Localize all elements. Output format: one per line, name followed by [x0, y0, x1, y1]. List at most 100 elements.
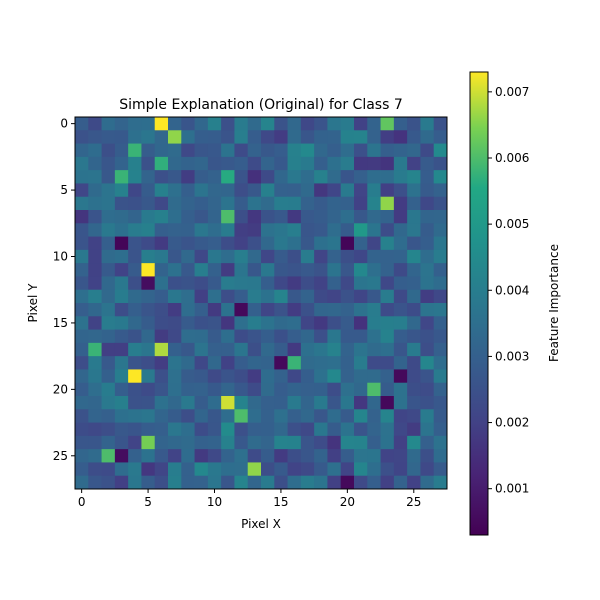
- heatmap-cell: [274, 449, 288, 463]
- heatmap-cell: [261, 210, 275, 224]
- colorbar-tick-label: 0.004: [495, 283, 529, 297]
- heatmap-cell: [234, 236, 249, 251]
- heatmap-cell: [287, 156, 302, 171]
- heatmap-cell: [194, 117, 209, 131]
- heatmap-cell: [168, 236, 182, 251]
- heatmap-cell: [234, 117, 249, 131]
- heatmap-cell: [367, 382, 381, 397]
- heatmap-cell: [433, 130, 448, 144]
- colorbar-tick-label: 0.006: [495, 151, 529, 165]
- heatmap-cell: [168, 329, 182, 344]
- heatmap-cell: [88, 356, 102, 370]
- heatmap-cell: [407, 130, 421, 144]
- heatmap-cell: [367, 249, 381, 264]
- heatmap-cell: [314, 449, 328, 463]
- heatmap-cell: [367, 422, 381, 437]
- heatmap-cell: [207, 117, 222, 131]
- heatmap-cell: [300, 210, 315, 224]
- heatmap-cell: [380, 289, 395, 304]
- heatmap-cell: [75, 449, 89, 463]
- heatmap-cell: [314, 435, 328, 450]
- heatmap-cell: [367, 409, 381, 423]
- heatmap-cell: [128, 475, 142, 490]
- heatmap-cell: [420, 449, 435, 463]
- heatmap-cell: [327, 356, 342, 370]
- heatmap-cell: [261, 449, 275, 463]
- heatmap-cell: [75, 289, 89, 304]
- heatmap-cell: [114, 462, 129, 477]
- heatmap-cell: [393, 183, 408, 198]
- heatmap-cell: [114, 156, 129, 171]
- heatmap-cell: [380, 316, 395, 330]
- heatmap-cell: [114, 210, 129, 224]
- colorbar: [469, 71, 489, 536]
- heatmap-cell: [114, 196, 129, 211]
- heatmap-cell: [287, 117, 302, 131]
- heatmap-cell: [88, 462, 102, 477]
- heatmap-cell: [234, 263, 249, 277]
- heatmap-cell: [407, 263, 421, 277]
- heatmap-cell: [101, 475, 116, 490]
- heatmap-cell: [287, 369, 302, 384]
- heatmap-cell: [221, 249, 235, 264]
- heatmap-cell: [340, 117, 355, 131]
- heatmap-cell: [300, 249, 315, 264]
- heatmap-cell: [101, 276, 116, 291]
- heatmap-cell: [433, 462, 448, 477]
- heatmap-cell: [420, 329, 435, 344]
- heatmap-cell: [340, 303, 355, 317]
- heatmap-cell: [407, 382, 421, 397]
- heatmap-cell: [274, 422, 288, 437]
- heatmap-cell: [207, 396, 222, 410]
- heatmap-cell: [274, 409, 288, 423]
- heatmap-cell: [101, 316, 116, 330]
- heatmap-cell: [274, 117, 288, 131]
- heatmap-cell: [261, 329, 275, 344]
- heatmap-cell: [354, 356, 368, 370]
- heatmap-cell: [393, 263, 408, 277]
- heatmap-cell: [101, 449, 116, 463]
- heatmap-cell: [141, 170, 156, 184]
- heatmap-cell: [433, 435, 448, 450]
- heatmap-cell: [247, 409, 262, 423]
- heatmap-cell: [340, 356, 355, 370]
- heatmap-cell: [234, 143, 249, 158]
- heatmap-cell: [154, 236, 169, 251]
- heatmap-cell: [300, 475, 315, 490]
- heatmap-cell: [340, 422, 355, 437]
- heatmap-cell: [393, 276, 408, 291]
- heatmap-cell: [327, 329, 342, 344]
- heatmap-cell: [340, 475, 355, 490]
- heatmap-cell: [168, 143, 182, 158]
- heatmap-cell: [154, 342, 169, 357]
- heatmap-cell: [128, 396, 142, 410]
- heatmap-cell: [181, 449, 195, 463]
- heatmap-cell: [194, 356, 209, 370]
- heatmap-cell: [420, 249, 435, 264]
- heatmap-cell: [433, 276, 448, 291]
- heatmap-cell: [407, 475, 421, 490]
- y-tick-label: 5: [60, 183, 68, 197]
- heatmap-cell: [274, 223, 288, 237]
- heatmap-cell: [314, 130, 328, 144]
- heatmap-cell: [300, 130, 315, 144]
- heatmap-cell: [194, 263, 209, 277]
- heatmap-cell: [88, 369, 102, 384]
- heatmap-cell: [247, 475, 262, 490]
- heatmap-cell: [300, 382, 315, 397]
- chart-title: Simple Explanation (Original) for Class …: [119, 97, 403, 113]
- heatmap-cell: [141, 329, 156, 344]
- heatmap-cell: [101, 303, 116, 317]
- heatmap-cell: [314, 156, 328, 171]
- heatmap-cell: [247, 382, 262, 397]
- heatmap-cell: [141, 223, 156, 237]
- heatmap-cell: [141, 369, 156, 384]
- heatmap-cell: [168, 369, 182, 384]
- heatmap-cell: [287, 356, 302, 370]
- heatmap-cell: [287, 236, 302, 251]
- heatmap-cell: [367, 289, 381, 304]
- heatmap-cell: [88, 156, 102, 171]
- heatmap-cell: [128, 210, 142, 224]
- heatmap-cell: [234, 316, 249, 330]
- heatmap-cell: [287, 303, 302, 317]
